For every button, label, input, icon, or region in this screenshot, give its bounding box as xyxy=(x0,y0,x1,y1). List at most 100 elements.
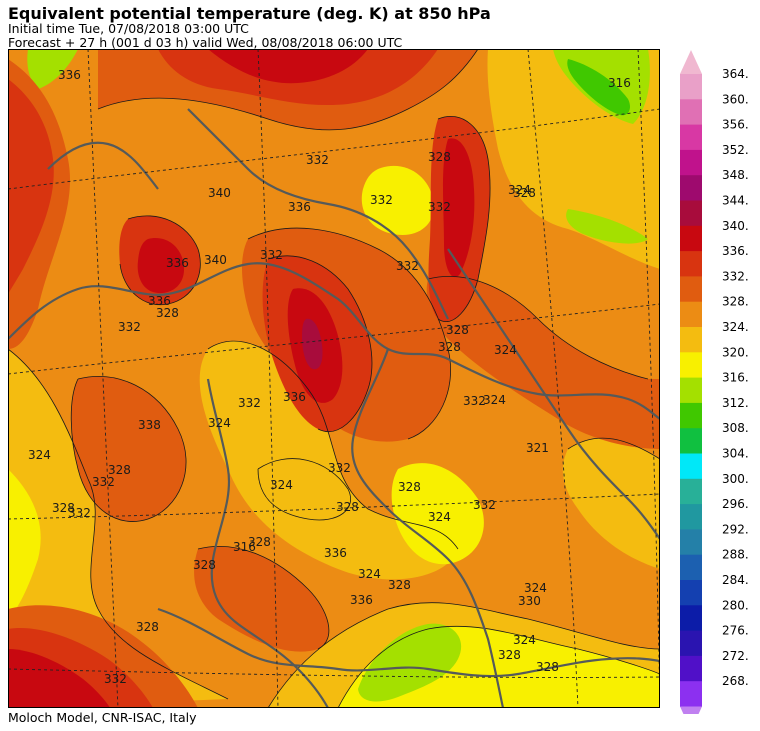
contour-label: 332 xyxy=(260,248,283,262)
legend-label: 284. xyxy=(722,573,749,587)
contour-label: 324 xyxy=(28,448,51,462)
contour-label: 324 xyxy=(508,183,531,197)
legend-swatch xyxy=(680,655,702,682)
legend-label: 268. xyxy=(722,674,749,688)
legend-label: 304. xyxy=(722,447,749,461)
contour-label: 336 xyxy=(148,294,171,308)
map-frame xyxy=(8,49,660,708)
legend-swatch xyxy=(680,124,702,151)
field-340-northcentral xyxy=(443,138,475,278)
field-320-west xyxy=(8,469,41,619)
legend-label: 296. xyxy=(722,497,749,511)
field-332-east xyxy=(426,276,660,449)
contour-label: 328 xyxy=(52,501,75,515)
legend-swatch xyxy=(680,453,702,480)
legend-swatch xyxy=(680,99,702,125)
legend-swatch xyxy=(680,681,702,707)
field-324-east xyxy=(562,438,660,569)
legend-swatch xyxy=(680,352,702,378)
field-324-center xyxy=(199,341,458,580)
contour-label: 328 xyxy=(388,578,411,592)
contour-label: 332 xyxy=(370,193,393,207)
legend-label: 300. xyxy=(722,472,749,486)
legend-swatch xyxy=(680,200,702,227)
coastlines xyxy=(8,108,660,708)
contour-label: 328 xyxy=(446,323,469,337)
contour-label: 338 xyxy=(138,418,161,432)
contour-label: 328 xyxy=(156,306,179,320)
legend-label: 324. xyxy=(722,320,749,334)
contour-label: 332 xyxy=(92,475,115,489)
legend-label: 348. xyxy=(722,168,749,182)
contour-label: 332 xyxy=(104,672,127,686)
legend-swatch xyxy=(680,478,702,505)
graticule xyxy=(8,49,660,708)
legend-swatch xyxy=(680,428,702,454)
contour-label: 324 xyxy=(513,633,536,647)
legend-swatch xyxy=(680,529,702,556)
model-credit: Moloch Model, CNR-ISAC, Italy xyxy=(8,710,197,725)
legend-swatch xyxy=(680,251,702,277)
contour-label: 328 xyxy=(398,480,421,494)
legend-label: 316. xyxy=(722,371,749,385)
contour-label: 324 xyxy=(524,581,547,595)
contour-label: 324 xyxy=(428,510,451,524)
contour-label: 336 xyxy=(350,593,373,607)
legend-bottom-arrow xyxy=(680,706,702,714)
contour-label: 332 xyxy=(68,506,91,520)
initial-time: Initial time Tue, 07/08/2018 03:00 UTC xyxy=(8,21,249,36)
contour-label: 324 xyxy=(494,343,517,357)
contour-label: 328 xyxy=(498,648,521,662)
legend-label: 332. xyxy=(722,269,749,283)
legend-label: 320. xyxy=(722,345,749,359)
contour-label: 330 xyxy=(518,594,541,608)
contour-label: 316 xyxy=(608,76,631,90)
contour-label: 332 xyxy=(428,200,451,214)
legend-swatch xyxy=(680,327,702,353)
legend-label: 276. xyxy=(722,624,749,638)
field-344-center xyxy=(302,318,323,370)
contour-label: 328 xyxy=(136,620,159,634)
legend-swatch xyxy=(680,402,702,429)
contour-label: 328 xyxy=(438,340,461,354)
legend-swatch xyxy=(680,276,702,303)
legend-swatch xyxy=(680,74,702,100)
legend-swatch xyxy=(680,301,702,328)
contour-label: 332 xyxy=(396,259,419,273)
legend-swatch xyxy=(680,377,702,404)
legend-label: 280. xyxy=(722,598,749,612)
contour-label: 332 xyxy=(306,153,329,167)
legend-swatch xyxy=(680,225,702,252)
legend-swatch xyxy=(680,580,702,606)
contour-label: 336 xyxy=(288,200,311,214)
legend-label: 356. xyxy=(722,118,749,132)
contour-label: 332 xyxy=(463,394,486,408)
contour-label: 328 xyxy=(193,558,216,572)
contour-label: 332 xyxy=(328,461,351,475)
field-340-north xyxy=(208,49,368,84)
contour-label: 321 xyxy=(526,441,549,455)
legend-label: 308. xyxy=(722,421,749,435)
contour-label: 324 xyxy=(358,567,381,581)
contour-label: 328 xyxy=(336,500,359,514)
map-title: Equivalent potential temperature (deg. K… xyxy=(8,4,491,23)
contour-label: 340 xyxy=(204,253,227,267)
contour-label: 332 xyxy=(118,320,141,334)
legend-swatch xyxy=(680,630,702,657)
contour-lines xyxy=(8,49,660,708)
field-332-south-center xyxy=(194,546,329,652)
field-336-northwest xyxy=(8,79,54,294)
legend-label: 328. xyxy=(722,295,749,309)
legend-top-arrow xyxy=(680,50,702,74)
field-332-midwest xyxy=(71,376,187,522)
contour-label: 336 xyxy=(283,390,306,404)
contour-label: 336 xyxy=(324,546,347,560)
field-316-south xyxy=(358,623,462,702)
contour-label: 316 xyxy=(233,540,256,554)
legend-label: 360. xyxy=(722,92,749,106)
legend-swatch xyxy=(680,175,702,201)
contour-label: 340 xyxy=(208,186,231,200)
contour-label: 328 xyxy=(248,535,271,549)
